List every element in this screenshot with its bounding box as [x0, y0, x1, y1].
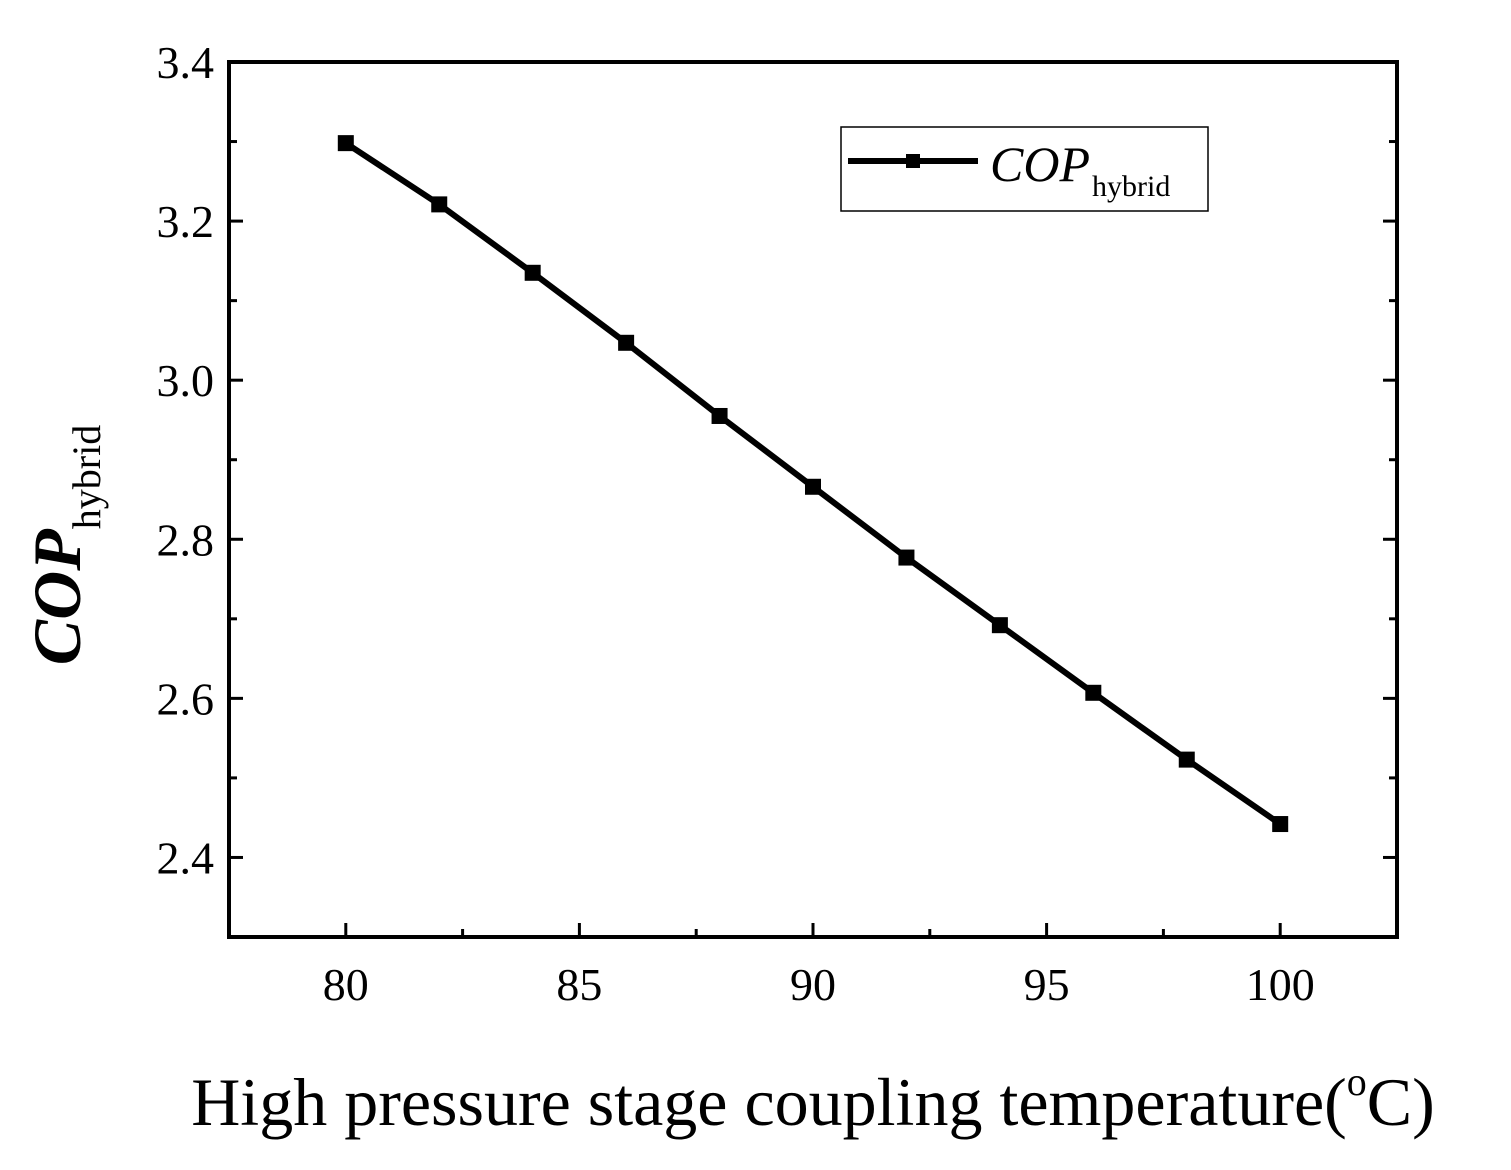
data-point [1272, 816, 1289, 833]
y-axis-ticks [229, 60, 1397, 859]
x-tick-label: 100 [1246, 959, 1315, 1010]
data-point [805, 478, 821, 495]
y-tick-label: 2.4 [157, 832, 215, 883]
y-axis-title: COPhybrid [19, 425, 109, 665]
y-tick-label: 2.6 [157, 673, 215, 724]
legend-box [840, 126, 1209, 212]
y-tick-label: 3.2 [157, 196, 215, 247]
plot-frame [227, 60, 1399, 939]
legend-label-main: COP [990, 136, 1090, 192]
data-point [524, 264, 541, 281]
data-point [337, 135, 354, 152]
data-point [618, 334, 635, 351]
legend-label-sub: hybrid [1092, 170, 1170, 203]
y-tick-label: 3.4 [157, 37, 215, 88]
y-axis-tick-labels: 2.4 2.6 2.8 3.0 3.2 3.4 [157, 37, 215, 883]
y-axis-title-sub: hybrid [64, 425, 109, 529]
data-point [898, 549, 915, 566]
legend-label: COPhybrid [990, 136, 1170, 203]
data-point [711, 407, 728, 424]
plot-area-border [227, 60, 1399, 939]
y-axis-title-main: COP [19, 529, 95, 665]
legend: COPhybrid [840, 126, 1209, 212]
data-point [991, 617, 1008, 634]
x-axis-title-sup: o [1347, 1059, 1367, 1104]
x-axis-tick-labels: 80 85 90 95 100 [323, 959, 1315, 1010]
y-tick-label: 2.8 [157, 514, 215, 565]
legend-marker-sample [906, 154, 920, 168]
x-tick-label: 85 [556, 959, 602, 1010]
x-axis-title-unit: C) [1367, 1064, 1435, 1140]
x-axis-title: High pressure stage coupling temperature… [191, 1059, 1435, 1140]
x-tick-label: 80 [323, 959, 369, 1010]
y-tick-label: 3.0 [157, 355, 215, 406]
x-axis-ticks [344, 923, 1282, 937]
series-layer [337, 135, 1289, 833]
x-axis-title-main: High pressure stage coupling temperature… [191, 1064, 1347, 1140]
x-tick-label: 95 [1024, 959, 1070, 1010]
data-point [1178, 751, 1195, 768]
data-point [431, 196, 448, 213]
data-point [1085, 684, 1102, 701]
x-tick-label: 90 [790, 959, 836, 1010]
